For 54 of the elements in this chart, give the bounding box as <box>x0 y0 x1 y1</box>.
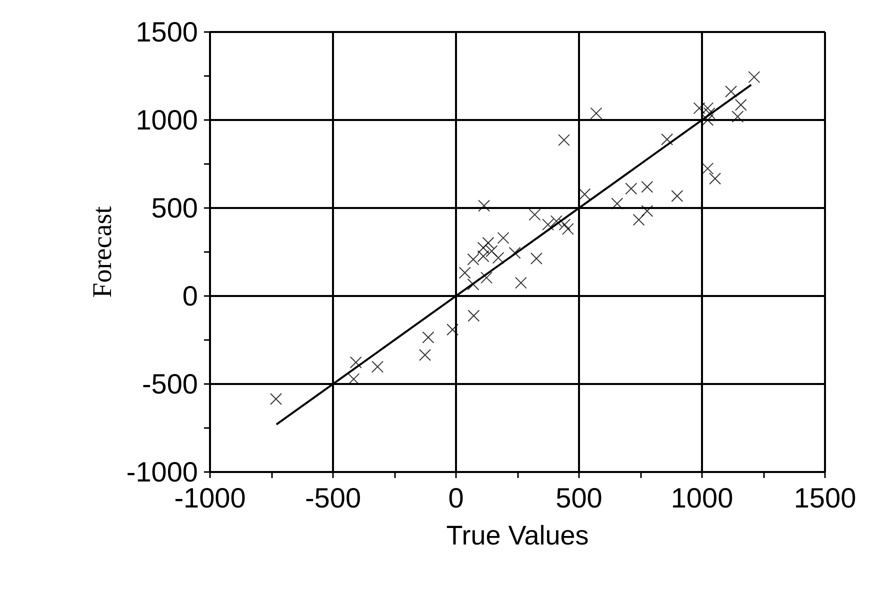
point <box>641 204 654 217</box>
point <box>734 98 747 111</box>
point <box>446 324 459 336</box>
point <box>578 188 591 200</box>
point <box>528 208 541 221</box>
point <box>422 331 434 344</box>
point <box>562 222 574 235</box>
point <box>732 110 744 123</box>
point <box>467 253 480 266</box>
point <box>625 182 638 195</box>
y-axis-title: Forecast <box>86 206 117 298</box>
point <box>372 360 384 373</box>
x-tick-label: 1000 <box>670 482 734 514</box>
point <box>748 71 760 84</box>
point <box>468 310 480 322</box>
y-tick-label: 500 <box>151 192 198 224</box>
y-tick-label: 1000 <box>136 104 198 136</box>
y-tick-label: 0 <box>182 280 198 312</box>
point <box>611 198 624 210</box>
point <box>661 133 674 146</box>
point <box>419 348 432 361</box>
point <box>725 85 738 98</box>
point <box>514 276 527 289</box>
point <box>702 162 714 175</box>
point <box>693 102 706 114</box>
point <box>558 218 571 231</box>
point <box>480 272 493 284</box>
y-tick-label: -500 <box>142 368 198 400</box>
point <box>492 252 504 264</box>
point <box>632 214 645 226</box>
point <box>270 392 282 405</box>
x-tick-label: 0 <box>448 482 464 514</box>
point <box>478 200 490 212</box>
x-tick-label: 1500 <box>794 482 856 514</box>
x-tick-label: -500 <box>304 482 362 514</box>
point <box>486 245 498 258</box>
x-tick-label: 500 <box>556 482 602 514</box>
point <box>641 180 654 193</box>
point <box>497 232 510 244</box>
point <box>542 218 554 231</box>
x-axis-title: True Values <box>446 520 589 550</box>
y-tick-label: 1500 <box>136 16 198 48</box>
point <box>703 107 716 120</box>
point <box>671 190 684 202</box>
point <box>467 278 480 290</box>
point <box>550 215 562 228</box>
point <box>482 236 494 249</box>
point <box>558 134 570 146</box>
point <box>709 172 722 185</box>
point <box>530 252 542 265</box>
point <box>590 107 602 120</box>
point <box>350 356 362 368</box>
point <box>508 246 521 259</box>
point <box>458 266 471 279</box>
